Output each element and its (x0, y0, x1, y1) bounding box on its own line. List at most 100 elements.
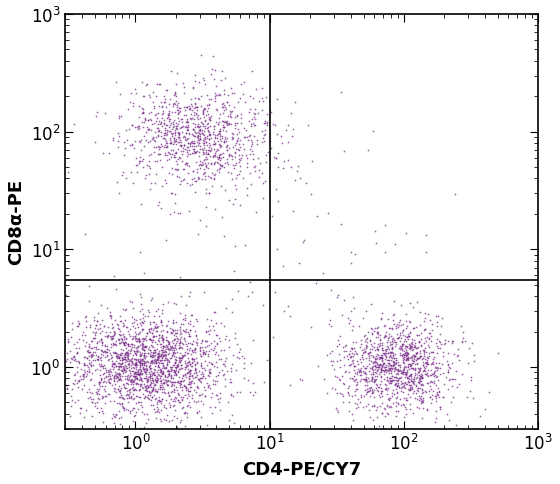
Point (417, 374, 426, 382)
Point (231, 122, 240, 130)
Point (144, 359, 153, 366)
Point (135, 358, 144, 365)
Point (436, 341, 445, 348)
Point (169, 369, 178, 377)
Point (200, 392, 209, 400)
Point (209, 308, 218, 316)
Point (160, 390, 169, 397)
Point (421, 356, 430, 363)
Point (154, 385, 163, 393)
Point (228, 144, 237, 151)
Point (444, 368, 452, 376)
Point (395, 332, 404, 340)
Point (152, 414, 161, 422)
Point (172, 370, 181, 378)
Point (178, 151, 186, 159)
Point (86, 344, 95, 352)
Point (440, 340, 449, 348)
Point (365, 349, 374, 357)
Point (87, 337, 96, 345)
Point (123, 380, 132, 388)
Point (158, 367, 167, 375)
Point (393, 378, 402, 385)
Point (144, 152, 153, 160)
Point (366, 392, 375, 400)
Point (211, 91, 220, 99)
Point (220, 139, 228, 147)
Point (410, 325, 419, 333)
Point (181, 341, 190, 348)
Point (403, 354, 412, 362)
Point (182, 162, 191, 169)
Point (167, 171, 176, 179)
Point (192, 354, 200, 362)
Point (82, 406, 91, 414)
Point (222, 127, 231, 135)
Point (424, 343, 433, 351)
Point (167, 165, 176, 173)
Point (189, 85, 198, 93)
Point (104, 331, 113, 339)
Point (371, 369, 380, 377)
Point (157, 319, 166, 327)
Point (355, 398, 364, 406)
Point (140, 353, 149, 361)
Point (205, 131, 214, 139)
Point (230, 162, 239, 169)
Point (258, 85, 267, 93)
Point (347, 357, 356, 364)
Point (158, 347, 167, 354)
Point (76, 409, 85, 417)
Point (181, 119, 190, 126)
Point (388, 354, 396, 362)
Point (216, 165, 225, 173)
Point (357, 365, 366, 373)
Point (361, 364, 370, 372)
Point (421, 360, 430, 367)
Point (142, 359, 151, 366)
Point (425, 349, 434, 357)
Point (154, 363, 163, 371)
Point (383, 403, 392, 410)
Point (122, 345, 130, 352)
Point (114, 336, 123, 344)
Point (127, 90, 136, 97)
Point (194, 162, 203, 170)
Point (101, 372, 110, 380)
Point (193, 442, 202, 450)
Point (412, 356, 421, 363)
Point (195, 152, 204, 160)
Point (105, 368, 114, 376)
Point (134, 113, 143, 121)
Point (298, 377, 307, 384)
Point (349, 304, 358, 312)
Point (138, 403, 147, 410)
Point (114, 376, 123, 384)
Point (376, 368, 385, 376)
Point (197, 398, 206, 406)
Point (403, 350, 412, 358)
Point (192, 139, 201, 147)
Point (132, 363, 141, 371)
Point (88, 356, 97, 364)
Point (367, 377, 376, 385)
Point (183, 140, 192, 148)
Point (352, 375, 361, 383)
Point (130, 372, 139, 379)
Point (190, 360, 199, 368)
Point (200, 349, 209, 357)
Point (201, 147, 210, 155)
Point (391, 323, 400, 331)
Point (183, 343, 192, 350)
Point (172, 158, 181, 166)
Point (292, 168, 301, 176)
Point (174, 368, 183, 376)
Point (249, 392, 258, 399)
Point (207, 144, 216, 152)
Point (420, 326, 429, 333)
Point (104, 375, 113, 383)
Point (151, 171, 160, 179)
Point (80, 366, 88, 374)
Point (138, 340, 147, 348)
Point (381, 351, 390, 359)
